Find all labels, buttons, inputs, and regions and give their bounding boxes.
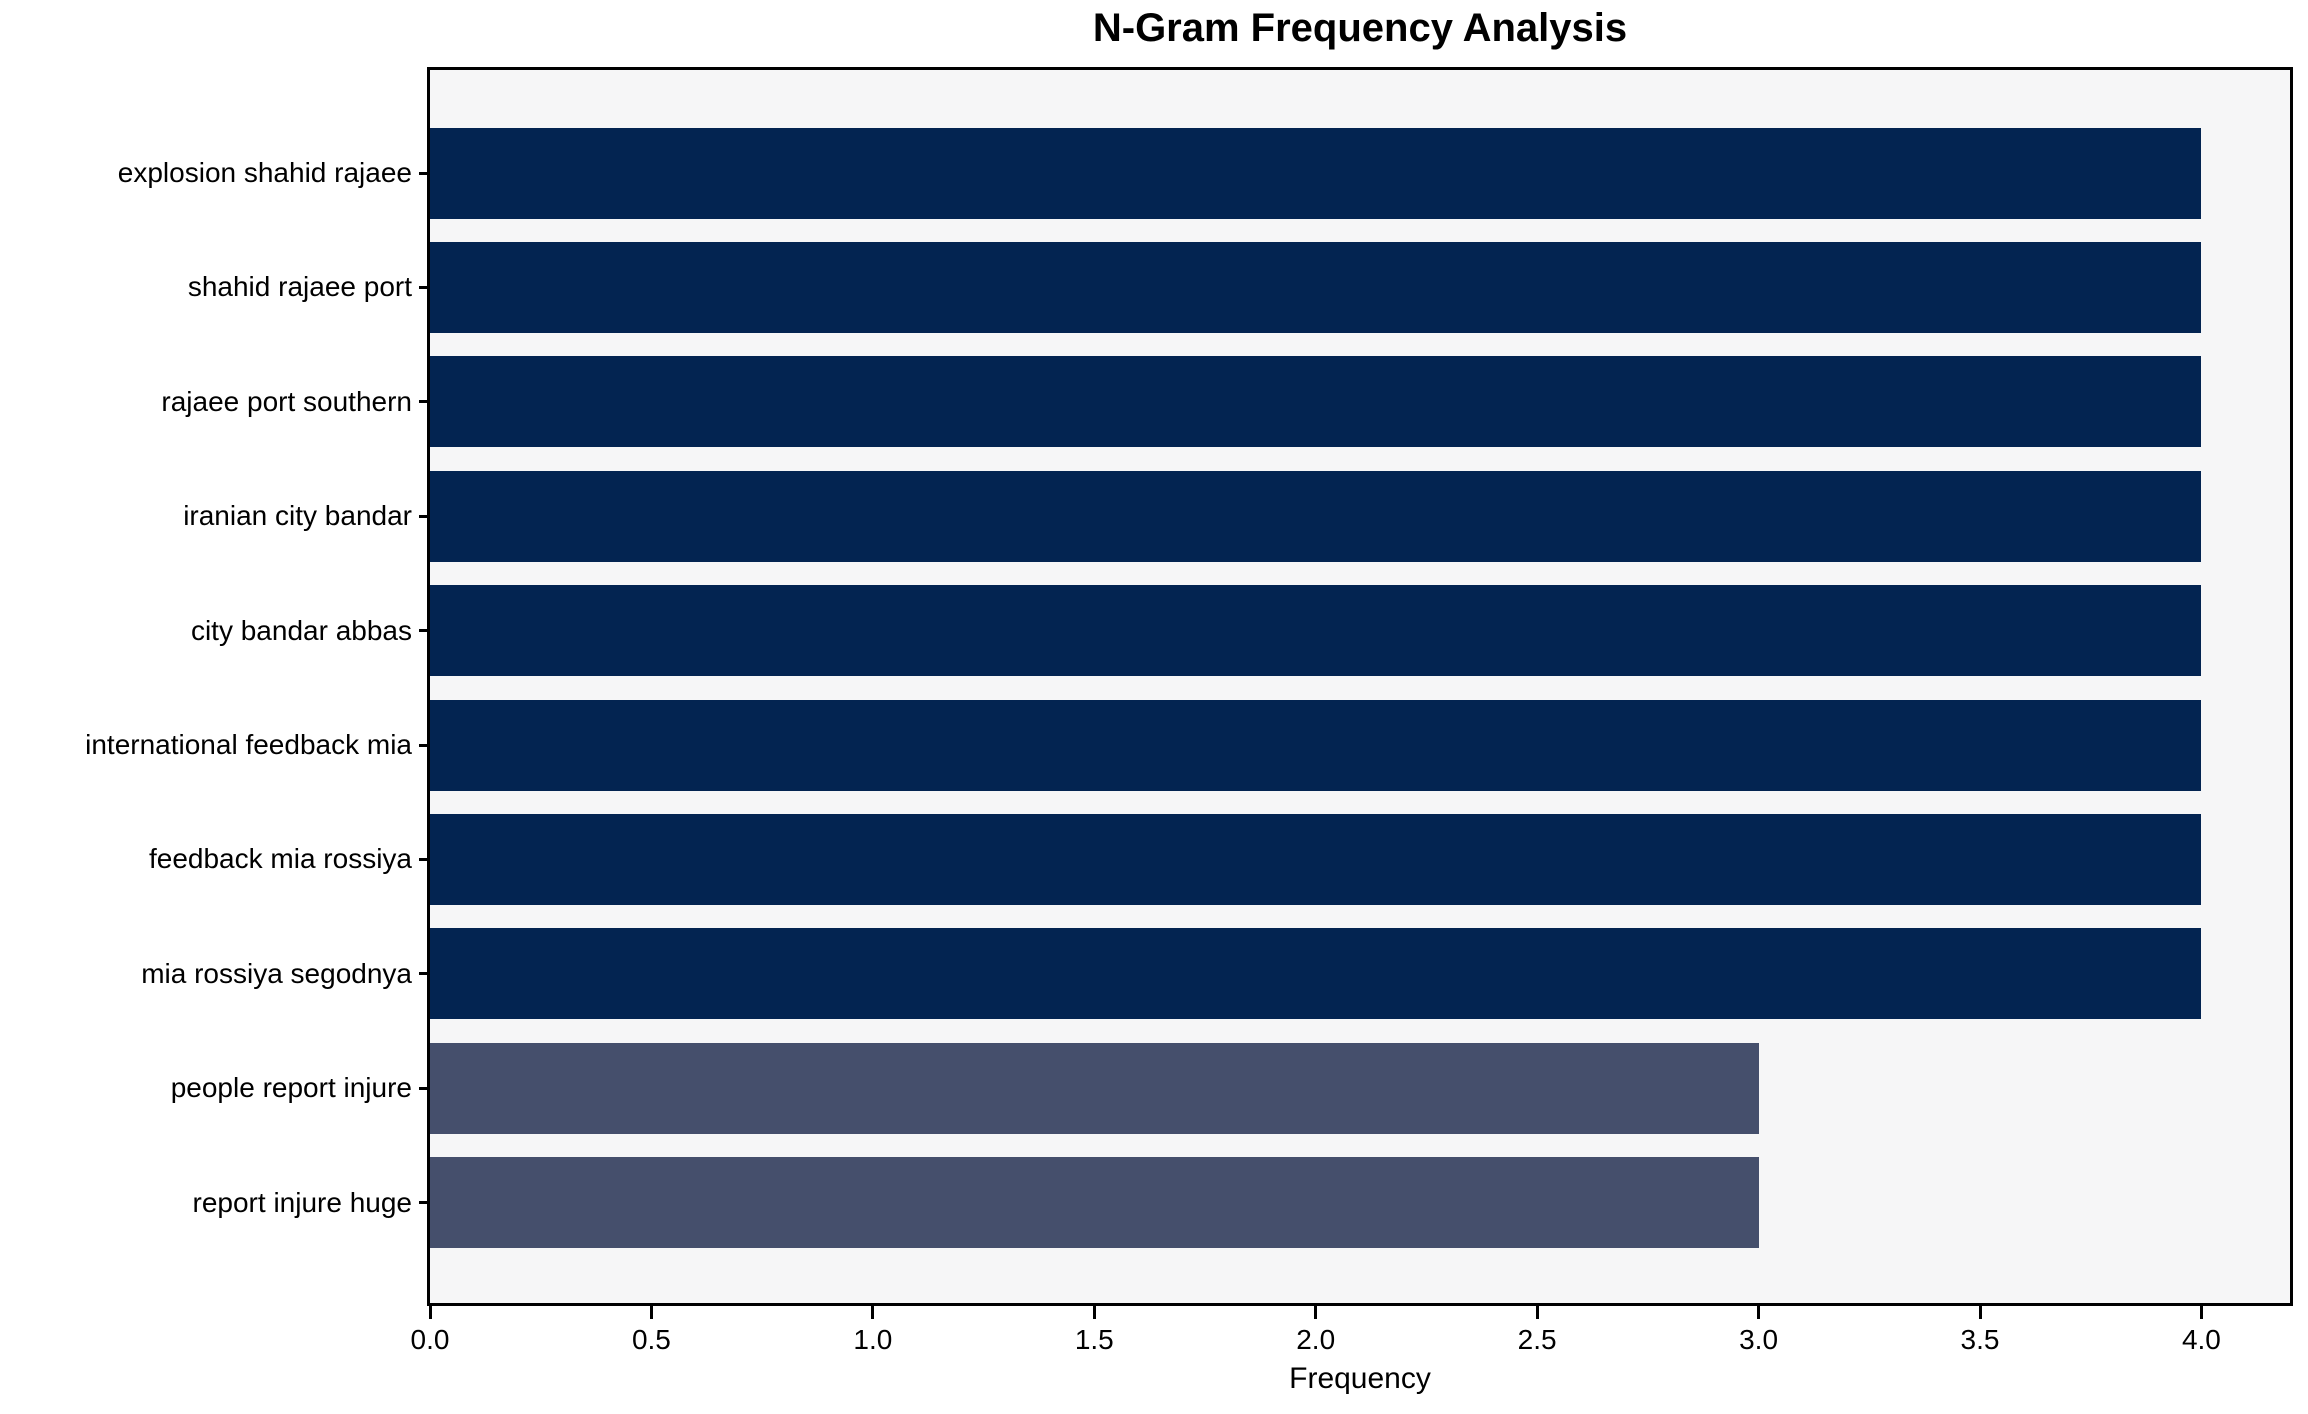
x-tick-label: 0.0 — [410, 1324, 450, 1355]
y-tick-mark — [419, 1086, 430, 1090]
plot-area — [427, 67, 2293, 1306]
x-tick-label: 3.5 — [1960, 1324, 2000, 1355]
x-axis-label: Frequency — [1289, 1362, 1431, 1395]
x-tick-label: 2.0 — [1296, 1324, 1336, 1355]
x-tick-mark — [1092, 1306, 1096, 1319]
bar-iranian-city-bandar — [430, 470, 2202, 562]
y-label: report injure huge — [192, 1186, 412, 1218]
x-tick-mark — [428, 1306, 432, 1319]
y-label: rajaee port southern — [161, 385, 412, 417]
y-label: people report injure — [170, 1072, 412, 1104]
x-tick-mark — [649, 1306, 653, 1319]
x-tick-label: 1.0 — [853, 1324, 893, 1355]
x-tick-label: 3.0 — [1739, 1324, 1779, 1355]
y-tick-mark — [419, 514, 430, 518]
y-label: shahid rajaee port — [187, 271, 412, 303]
y-tick-mark — [419, 171, 430, 175]
y-label: international feedback mia — [85, 729, 412, 760]
y-label: explosion shahid rajaee — [117, 157, 412, 188]
x-tick-label: 2.5 — [1517, 1324, 1557, 1355]
bar-report-injure-huge — [430, 1157, 1759, 1249]
y-tick-mark — [419, 972, 430, 976]
bar-mia-rossiya-segodnya — [430, 928, 2202, 1020]
bar-people-report-injure — [430, 1042, 1759, 1134]
bar-shahid-rajaee-port — [430, 241, 2202, 333]
y-tick-mark — [419, 1201, 430, 1205]
y-label: mia rossiya segodnya — [141, 957, 412, 989]
bar-feedback-mia-rossiya — [430, 813, 2202, 905]
x-tick-mark — [871, 1306, 875, 1319]
x-tick-mark — [1757, 1306, 1761, 1319]
x-tick-mark — [1314, 1306, 1318, 1319]
x-tick-label: 0.5 — [631, 1324, 671, 1355]
y-tick-mark — [419, 629, 430, 633]
x-tick-label: 1.5 — [1074, 1324, 1114, 1355]
bar-international-feedback-mia — [430, 699, 2202, 791]
y-tick-mark — [419, 285, 430, 289]
bar-city-bandar-abbas — [430, 585, 2202, 677]
bar-rajaee-port-southern — [430, 356, 2202, 448]
y-label: city bandar abbas — [190, 614, 412, 646]
y-label: iranian city bandar — [183, 500, 412, 532]
y-label: feedback mia rossiya — [148, 843, 412, 875]
y-tick-mark — [419, 857, 430, 861]
y-tick-mark — [419, 400, 430, 404]
chart-title: N-Gram Frequency Analysis — [1092, 6, 1628, 50]
x-tick-label: 4.0 — [2181, 1324, 2221, 1355]
x-tick-mark — [1535, 1306, 1539, 1319]
bar-explosion-shahid-rajaee — [430, 127, 2202, 219]
x-tick-mark — [2199, 1306, 2203, 1319]
y-tick-mark — [419, 743, 430, 747]
x-tick-mark — [1978, 1306, 1982, 1319]
